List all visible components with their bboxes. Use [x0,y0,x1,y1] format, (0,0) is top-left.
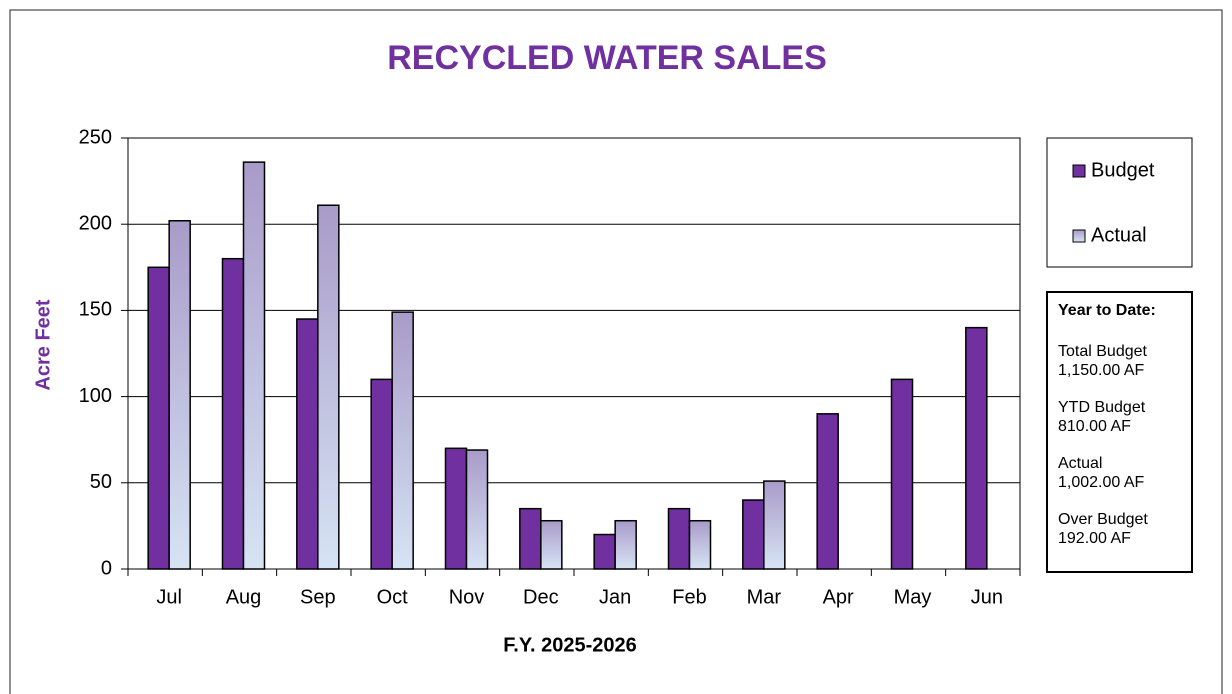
summary-label: YTD Budget [1058,399,1146,416]
bar [593,533,616,570]
bar [147,266,170,570]
x-tick-label: Feb [672,586,706,608]
bar [519,507,542,570]
x-tick-label: Oct [377,586,409,608]
bar [614,519,637,570]
x-tick-label: Aug [226,586,262,608]
bar [890,378,914,570]
plot-area [128,138,1020,569]
bar [391,311,414,570]
x-tick-label: May [894,586,932,608]
x-tick-label: Apr [823,586,854,608]
summary-label: Actual [1058,455,1102,472]
y-tick-label: 100 [79,385,112,407]
legend-label: Budget [1091,159,1155,181]
bar [540,519,563,570]
x-tick-label: Dec [523,586,559,608]
x-tick-label: Mar [747,586,782,608]
summary-value: 192.00 AF [1058,530,1131,547]
x-tick-label: Jan [599,586,631,608]
plot-border [127,137,1021,570]
bar [370,378,393,570]
legend-swatch [1072,164,1086,178]
bar [168,220,191,570]
y-tick-label: 150 [79,299,112,321]
summary-box [1046,291,1193,573]
bar [242,161,266,570]
y-tick-label: 0 [101,557,112,579]
summary-label: Over Budget [1058,511,1148,528]
bar [465,449,489,570]
bar [221,257,245,570]
y-axis-title: Acre Feet [32,299,54,390]
x-axis-title: F.Y. 2025-2026 [503,634,636,656]
x-tick-label: Jun [971,586,1003,608]
summary-value: 810.00 AF [1058,418,1131,435]
summary-value: 1,002.00 AF [1058,474,1145,491]
x-tick-label: Sep [300,586,336,608]
summary-title: Year to Date: [1058,302,1156,319]
bar [317,204,340,570]
x-tick-label: Nov [449,586,485,608]
summary-label: Total Budget [1058,343,1148,360]
legend-box [1046,137,1193,268]
bar [667,507,691,570]
chart-title: RECYCLED WATER SALES [387,39,827,77]
legend-swatch [1072,229,1086,243]
y-tick-label: 50 [90,471,112,493]
bar [688,519,712,570]
y-tick-label: 200 [79,212,112,234]
y-tick-label: 250 [79,126,112,148]
bar [965,326,988,570]
bar [816,413,839,570]
bar [296,318,319,570]
x-tick-label: Jul [156,586,182,608]
legend-label: Actual [1091,224,1147,246]
summary-value: 1,150.00 AF [1058,362,1145,379]
bar [742,499,765,570]
bar [444,447,468,570]
bar [763,480,786,570]
